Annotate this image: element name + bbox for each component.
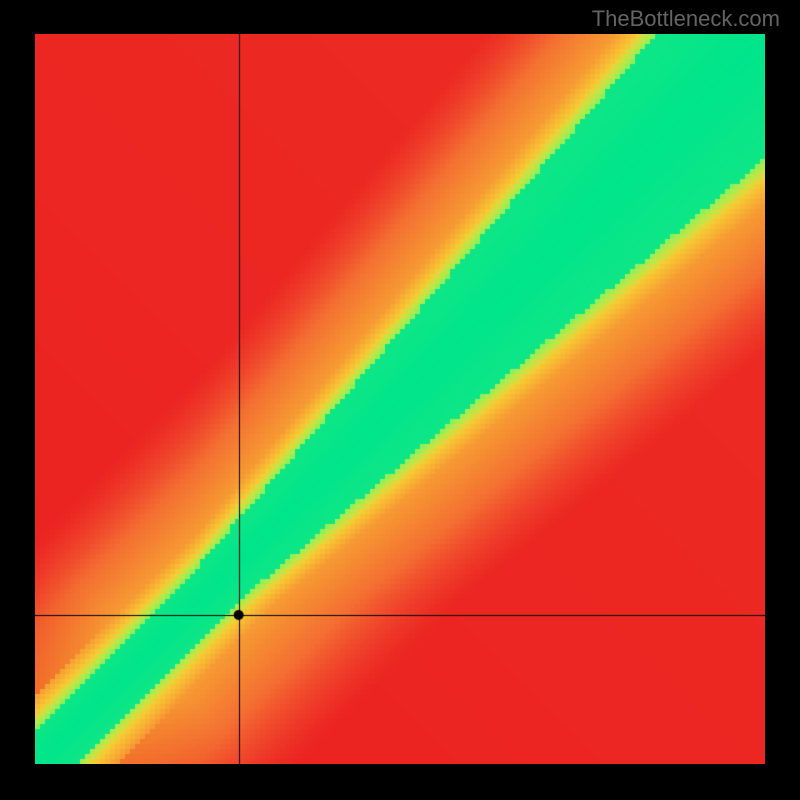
heatmap-plot-area: [35, 34, 765, 764]
heatmap-canvas: [35, 34, 765, 764]
watermark-text: TheBottleneck.com: [592, 6, 780, 32]
